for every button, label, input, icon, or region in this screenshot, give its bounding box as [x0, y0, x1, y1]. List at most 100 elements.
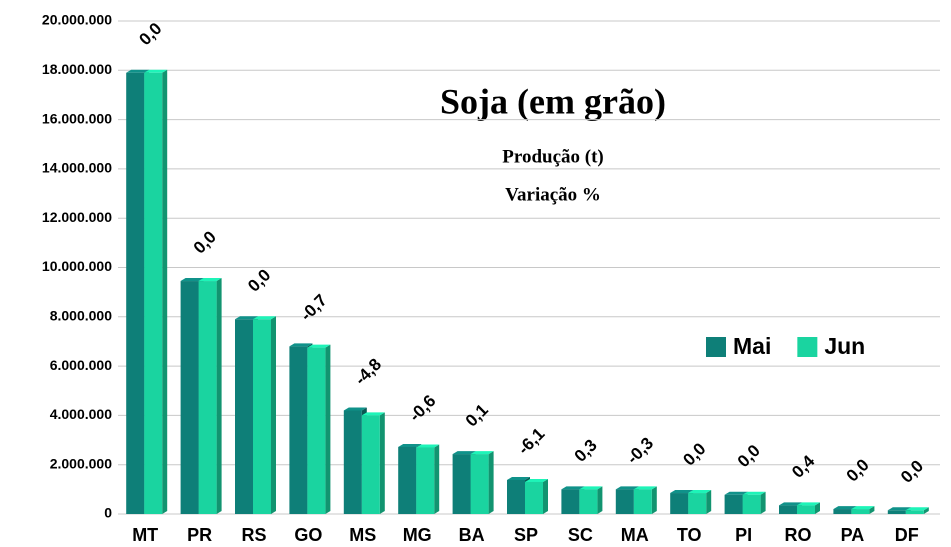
- x-tick-label: MA: [621, 525, 649, 545]
- bar: [253, 319, 271, 514]
- bar: [470, 454, 489, 514]
- bar-side: [923, 507, 929, 514]
- chart-title: Soja (em grão): [440, 81, 666, 121]
- x-tick-label: BA: [459, 525, 485, 545]
- bar-top: [742, 491, 766, 495]
- y-tick-label: 18.000.000: [42, 61, 112, 77]
- bar: [561, 489, 580, 514]
- legend-label: Mai: [733, 333, 771, 359]
- x-tick-label: RO: [785, 525, 812, 545]
- bar: [416, 447, 435, 514]
- x-tick-label: GO: [294, 525, 322, 545]
- bar-top: [615, 486, 639, 490]
- bar-top: [670, 490, 694, 494]
- bar: [361, 415, 380, 514]
- bar: [180, 281, 199, 514]
- annotation: 0,0: [843, 455, 873, 485]
- bar: [688, 493, 707, 514]
- x-tick-label: DF: [895, 525, 919, 545]
- chart-subtitle: Produção (t): [502, 146, 604, 167]
- bar: [742, 494, 761, 514]
- bar-top: [235, 316, 258, 320]
- bar-top: [797, 502, 820, 506]
- bar-side: [162, 69, 168, 514]
- bar: [779, 505, 797, 514]
- chart-subtitle: Variação %: [505, 184, 601, 205]
- bar: [833, 509, 852, 514]
- annotation: -0,6: [405, 391, 439, 425]
- y-tick-label: 0: [104, 505, 112, 521]
- bar-top: [507, 476, 530, 480]
- bar-top: [470, 451, 494, 455]
- bar-side: [760, 491, 766, 514]
- bar: [343, 410, 362, 514]
- legend-label: Jun: [824, 333, 865, 359]
- bar: [615, 489, 634, 514]
- bar-top: [579, 486, 603, 490]
- bar-top: [416, 444, 440, 448]
- bar: [507, 479, 525, 514]
- bar-side: [488, 451, 494, 514]
- annotation: -0,3: [623, 434, 657, 468]
- bar: [670, 493, 689, 514]
- x-tick-label: SC: [568, 525, 593, 545]
- bar-side: [543, 478, 548, 514]
- bar-side: [815, 502, 820, 514]
- bar: [887, 510, 906, 514]
- bar-side: [271, 316, 276, 514]
- bar-top: [779, 502, 802, 506]
- bar-top: [144, 69, 168, 73]
- bar-top: [724, 491, 748, 495]
- bar: [851, 509, 870, 514]
- annotation: 0,4: [788, 451, 819, 482]
- bar-top: [688, 490, 712, 494]
- bar-top: [833, 506, 857, 510]
- y-tick-label: 6.000.000: [50, 357, 112, 373]
- x-tick-label: SP: [514, 525, 538, 545]
- bar-top: [343, 407, 367, 411]
- bar-top: [307, 344, 331, 348]
- x-tick-label: PA: [841, 525, 865, 545]
- annotation: -6,1: [514, 424, 548, 458]
- bar-side: [706, 490, 712, 514]
- bar-side: [325, 344, 331, 514]
- bar: [126, 72, 145, 514]
- y-tick-label: 16.000.000: [42, 110, 112, 126]
- y-tick-label: 4.000.000: [50, 406, 112, 422]
- bar-top: [253, 316, 276, 320]
- bar: [579, 489, 598, 514]
- y-tick-label: 10.000.000: [42, 258, 112, 274]
- bar-top: [398, 443, 422, 447]
- annotation: 0,0: [897, 457, 927, 487]
- x-tick-label: MS: [349, 525, 376, 545]
- y-tick-label: 2.000.000: [50, 455, 112, 471]
- bar: [633, 489, 652, 514]
- legend-swatch: [706, 337, 726, 357]
- bar-top: [452, 451, 476, 455]
- y-tick-label: 12.000.000: [42, 209, 112, 225]
- bar-top: [905, 507, 929, 511]
- x-tick-label: PI: [735, 525, 752, 545]
- bar: [525, 481, 543, 514]
- bar-top: [361, 412, 385, 416]
- annotation: 0,3: [571, 436, 601, 466]
- annotation: 0,0: [135, 19, 165, 49]
- bar-top: [851, 506, 875, 510]
- bar-side: [434, 444, 440, 514]
- annotation: 0,0: [734, 441, 764, 471]
- bar: [307, 347, 326, 514]
- y-tick-label: 20.000.000: [42, 12, 112, 28]
- annotation: 0,1: [462, 400, 492, 430]
- x-tick-label: MT: [132, 525, 158, 545]
- bar-top: [633, 486, 657, 490]
- bar: [398, 446, 417, 514]
- bar: [452, 454, 471, 514]
- bar: [797, 505, 815, 514]
- bar-top: [887, 507, 911, 511]
- bar-side: [869, 506, 875, 514]
- bar: [198, 281, 217, 514]
- bar: [289, 346, 308, 514]
- bar-top: [126, 69, 150, 73]
- annotation: 0,0: [244, 265, 274, 295]
